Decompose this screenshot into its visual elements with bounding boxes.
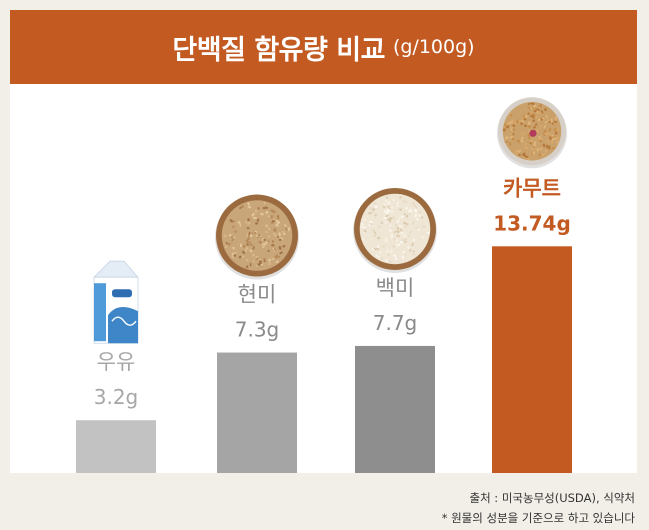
footnote-text: * 원물의 성분을 기준으로 하고 있습니다	[441, 511, 635, 525]
source-text: 출처 : 미국농무성(USDA), 식약처	[469, 491, 635, 505]
bar-4	[492, 246, 572, 473]
chart-title: 단백질 함유량 비교	[172, 34, 385, 66]
category-label-1: 우유	[97, 350, 136, 374]
bar-3	[355, 345, 435, 473]
brown-rice-bowl-icon	[215, 194, 299, 280]
bar-1	[76, 420, 156, 473]
value-label-1: 3.2g	[94, 385, 139, 409]
bar-2	[217, 352, 297, 473]
value-label-4: 13.74g	[493, 211, 571, 235]
category-label-2: 현미	[238, 283, 277, 307]
bar-chart: 3.2g 우유 7.3g 현미 7.7g 백미 13.74g 카무트	[76, 97, 572, 473]
white-rice-bowl-icon	[353, 187, 437, 273]
category-label-3: 백미	[376, 276, 415, 300]
category-label-4: 카무트	[503, 176, 561, 200]
chart-panel: 단백질 함유량 비교 (g/100g) 3.2g 우유 7.3g 현미 7.7g 백미 13…	[10, 10, 637, 473]
source-note: 출처 : 미국농무성(USDA), 식약처 * 원물의 성분을 기준으로 하고 …	[442, 488, 635, 528]
kamut-bowl-icon	[497, 97, 567, 169]
milk-carton-icon	[93, 260, 139, 344]
chart-unit: (g/100g)	[392, 36, 475, 58]
title-banner: 단백질 함유량 비교 (g/100g)	[10, 10, 637, 84]
value-label-2: 7.3g	[235, 318, 280, 342]
value-label-3: 7.7g	[373, 311, 418, 335]
